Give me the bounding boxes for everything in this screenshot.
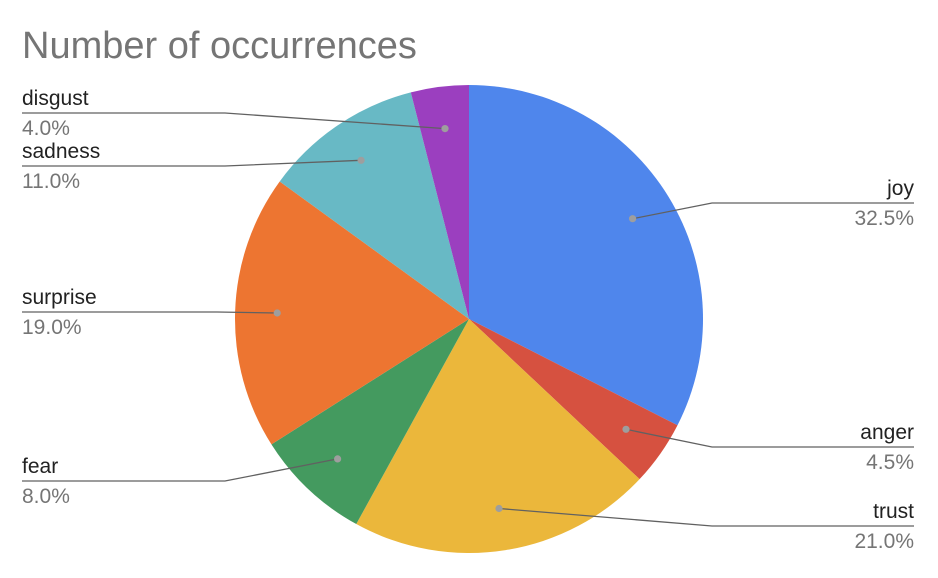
leader-dot-disgust <box>441 125 449 133</box>
label-group-anger: anger 4.5% <box>622 421 914 474</box>
slice-label-sadness: sadness <box>22 140 100 163</box>
slice-percent-trust: 21.0% <box>854 530 914 553</box>
leader-line-surprise <box>22 311 278 314</box>
slice-percent-fear: 8.0% <box>22 485 70 508</box>
label-group-disgust: disgust 4.0% <box>22 87 449 140</box>
slice-label-disgust: disgust <box>22 87 89 110</box>
slice-percent-sadness: 11.0% <box>22 170 80 193</box>
leader-dot-sadness <box>357 156 365 164</box>
slice-anger <box>469 319 678 480</box>
leader-dot-surprise <box>273 309 281 317</box>
label-group-fear: fear 8.0% <box>22 455 342 508</box>
leader-dot-anger <box>622 425 630 433</box>
slice-labels: joy 32.5% anger 4.5% trust 21.0% fear 8.0% surpr… <box>22 87 914 553</box>
leader-dot-fear <box>334 455 342 463</box>
leader-line-fear <box>22 458 338 482</box>
slice-label-surprise: surprise <box>22 286 97 309</box>
slice-surprise <box>235 181 469 445</box>
label-group-surprise: surprise 19.0% <box>22 286 281 339</box>
leader-line-sadness <box>22 159 362 167</box>
leader-dot-joy <box>629 215 637 223</box>
slice-percent-disgust: 4.0% <box>22 117 70 140</box>
slice-label-trust: trust <box>873 500 914 523</box>
slice-label-joy: joy <box>886 177 914 200</box>
slice-trust <box>356 319 640 554</box>
leader-line-trust <box>498 507 914 527</box>
slice-joy <box>469 85 704 426</box>
slice-percent-surprise: 19.0% <box>22 316 82 339</box>
slice-fear <box>271 319 469 525</box>
leader-line-joy <box>632 202 914 220</box>
leader-dot-trust <box>495 504 503 513</box>
label-group-sadness: sadness 11.0% <box>22 140 365 193</box>
slice-sadness <box>279 92 469 319</box>
leader-line-disgust <box>22 112 446 130</box>
label-group-joy: joy 32.5% <box>629 177 914 230</box>
slice-label-anger: anger <box>860 421 914 444</box>
pie-slices <box>235 85 704 554</box>
slice-label-fear: fear <box>22 455 58 478</box>
slice-disgust <box>410 85 469 319</box>
chart-title: Number of occurrences <box>22 25 417 67</box>
slice-percent-anger: 4.5% <box>866 451 914 474</box>
label-group-trust: trust 21.0% <box>495 500 914 553</box>
leader-line-anger <box>625 428 914 448</box>
slice-percent-joy: 32.5% <box>854 207 914 230</box>
